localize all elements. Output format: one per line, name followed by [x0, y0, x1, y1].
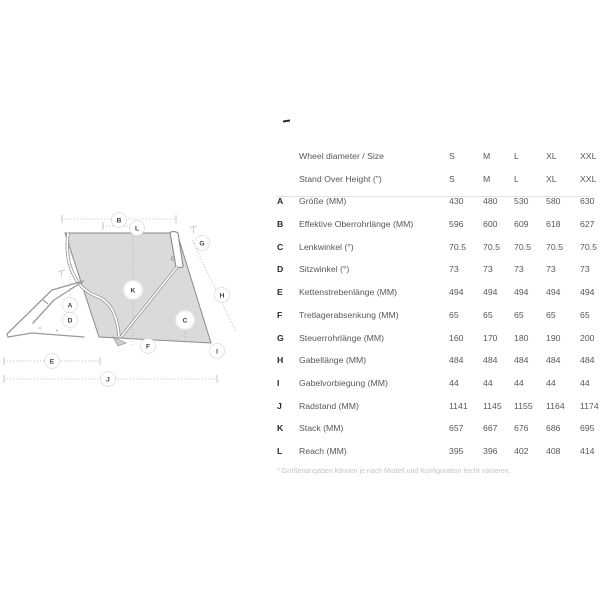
svg-text:B: B	[117, 217, 122, 224]
svg-text:F: F	[146, 343, 150, 350]
svg-text:C: C	[183, 317, 188, 324]
svg-text:J: J	[106, 376, 110, 383]
svg-text:D: D	[68, 317, 73, 324]
svg-text:G: G	[199, 240, 204, 247]
svg-text:E: E	[50, 358, 55, 365]
svg-text:L: L	[135, 225, 139, 232]
svg-text:I: I	[216, 348, 218, 355]
svg-text:A: A	[68, 302, 73, 309]
svg-text:H: H	[220, 292, 225, 299]
svg-text:K: K	[131, 287, 136, 294]
